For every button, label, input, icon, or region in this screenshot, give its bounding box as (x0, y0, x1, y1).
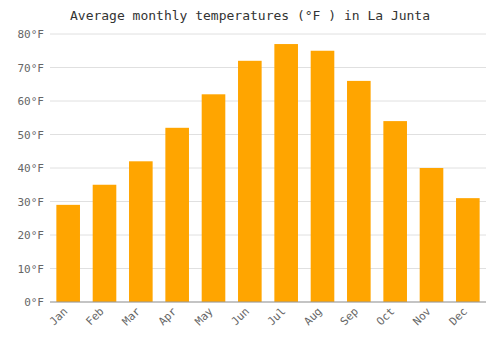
bar (129, 161, 153, 302)
x-tick-label: May (192, 305, 216, 329)
x-tick-label: Feb (83, 305, 106, 328)
y-tick-label: 0°F (24, 296, 44, 309)
x-tick-label: Jul (265, 305, 288, 328)
y-axis: 0°F 10°F 20°F 30°F 40°F 50°F 60°F 70°F 80°F (18, 28, 45, 309)
bar (238, 61, 262, 302)
x-tick-label: Jun (229, 305, 252, 328)
x-axis-line (50, 302, 486, 303)
x-tick-label: Nov (410, 305, 434, 329)
x-tick-label: Mar (120, 305, 144, 329)
bar (456, 198, 480, 302)
grid-line (50, 67, 486, 68)
x-tick-label: Sep (338, 305, 361, 328)
bar (202, 94, 226, 302)
grid-line (50, 34, 486, 35)
bar (93, 185, 117, 302)
title: Average monthly temperatures (°F ) in La… (70, 8, 430, 23)
bar (383, 121, 407, 302)
bars (56, 44, 479, 302)
bar (311, 51, 335, 302)
y-tick-label: 80°F (18, 28, 45, 41)
bar (420, 168, 444, 302)
bar (56, 205, 80, 302)
grid-line (50, 101, 486, 102)
bar (347, 81, 371, 302)
x-tick-label: Dec (447, 305, 470, 328)
bar (274, 44, 298, 302)
y-tick-label: 10°F (18, 263, 45, 276)
y-tick-label: 20°F (18, 229, 45, 242)
x-tick-label: Jan (47, 305, 70, 328)
grid-line (50, 302, 486, 303)
bar (165, 128, 189, 302)
y-grid (50, 34, 486, 302)
y-tick-label: 60°F (18, 95, 45, 108)
y-tick-label: 70°F (18, 62, 45, 75)
y-tick-label: 30°F (18, 196, 45, 209)
x-axis: Jan Feb Mar Apr May Jun Jul Aug Sep Oct Nov Dec (47, 305, 470, 329)
x-tick-label: Aug (301, 305, 324, 328)
y-tick-label: 50°F (18, 129, 45, 142)
x-tick-label: Oct (374, 305, 397, 328)
grid-line (50, 134, 486, 135)
x-tick-label: Apr (156, 305, 180, 329)
chart: Average monthly temperatures (°F ) in La… (0, 0, 500, 350)
y-tick-label: 40°F (18, 162, 45, 175)
